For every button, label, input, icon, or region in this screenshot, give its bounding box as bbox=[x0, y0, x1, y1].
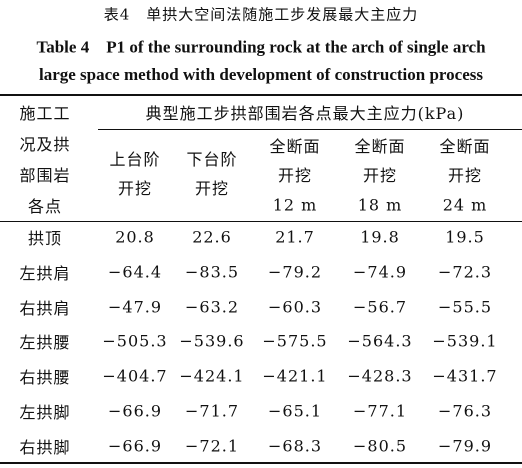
cell-value: −421.1 bbox=[262, 366, 328, 386]
cell-value: −76.3 bbox=[437, 401, 493, 421]
cell-value: −505.3 bbox=[102, 331, 168, 351]
cell-value: −65.1 bbox=[267, 401, 323, 421]
cell-value: −428.3 bbox=[347, 366, 413, 386]
column-header: 全断面 bbox=[354, 137, 406, 156]
cell-value: −64.4 bbox=[107, 262, 163, 282]
corner-header: 部围岩 bbox=[19, 166, 71, 185]
cell-value: −83.5 bbox=[184, 262, 240, 282]
cell-value: −47.9 bbox=[107, 297, 163, 317]
row-label: 右拱脚 bbox=[19, 437, 71, 457]
cell-value: −404.7 bbox=[102, 366, 168, 386]
corner-header: 况及拱 bbox=[19, 135, 71, 154]
column-header: 下台阶 bbox=[186, 150, 238, 169]
cell-value: −539.6 bbox=[179, 331, 245, 351]
cell-value: −74.9 bbox=[352, 262, 408, 282]
cell-value: −60.3 bbox=[267, 297, 323, 317]
cell-value: −72.1 bbox=[184, 436, 240, 456]
column-header: 全断面 bbox=[439, 137, 491, 156]
corner-header: 施工工 bbox=[19, 104, 71, 123]
cell-value: 21.7 bbox=[275, 227, 315, 247]
row-label: 左拱肩 bbox=[19, 263, 71, 283]
cell-value: 20.8 bbox=[115, 227, 155, 247]
cell-value: 19.5 bbox=[445, 227, 485, 247]
cell-value: −539.1 bbox=[432, 331, 498, 351]
corner-header: 各点 bbox=[27, 197, 63, 216]
title-en: Table 4 P1 of the surrounding rock at th… bbox=[36, 37, 486, 57]
cell-value: −79.2 bbox=[267, 262, 323, 282]
cell-value: 22.6 bbox=[192, 227, 232, 247]
cell-value: −63.2 bbox=[184, 297, 240, 317]
column-header: 24 m bbox=[442, 195, 488, 215]
column-header: 上台阶 bbox=[109, 150, 161, 169]
column-header: 开挖 bbox=[194, 179, 230, 198]
group-rule bbox=[98, 129, 522, 130]
column-header: 开挖 bbox=[117, 179, 153, 198]
top-rule bbox=[0, 94, 522, 96]
title-cn: 表4 单拱大空间法随施工步发展最大主应力 bbox=[103, 5, 419, 24]
cell-value: −431.7 bbox=[432, 366, 498, 386]
column-header: 全断面 bbox=[269, 137, 321, 156]
row-label: 左拱腰 bbox=[19, 333, 71, 353]
cell-value: 19.8 bbox=[360, 227, 400, 247]
cell-value: −424.1 bbox=[179, 366, 245, 386]
group-header: 典型施工步拱部围岩各点最大主应力(kPa) bbox=[145, 104, 465, 123]
column-header: 开挖 bbox=[447, 166, 483, 185]
cell-value: −71.7 bbox=[184, 401, 240, 421]
row-label: 右拱肩 bbox=[19, 298, 71, 318]
row-label: 左拱脚 bbox=[19, 403, 71, 422]
cell-value: −68.3 bbox=[267, 436, 323, 456]
column-header: 12 m bbox=[272, 195, 318, 215]
cell-value: −55.5 bbox=[437, 297, 493, 317]
cell-value: −564.3 bbox=[347, 331, 413, 351]
cell-value: −575.5 bbox=[262, 331, 328, 351]
cell-value: −72.3 bbox=[437, 262, 493, 282]
bottom-rule bbox=[0, 462, 522, 464]
row-label: 拱顶 bbox=[27, 229, 63, 248]
cell-value: −56.7 bbox=[352, 297, 408, 317]
column-header: 开挖 bbox=[362, 166, 398, 185]
column-header: 开挖 bbox=[277, 166, 313, 185]
column-header: 18 m bbox=[357, 195, 403, 215]
cell-value: −77.1 bbox=[352, 401, 408, 421]
cell-value: −80.5 bbox=[352, 436, 408, 456]
header-rule bbox=[0, 221, 522, 222]
title-en: large space method with development of c… bbox=[38, 65, 484, 84]
cell-value: −66.9 bbox=[107, 401, 163, 421]
row-label: 右拱腰 bbox=[19, 368, 71, 388]
cell-value: −66.9 bbox=[107, 436, 163, 456]
cell-value: −79.9 bbox=[437, 436, 493, 456]
